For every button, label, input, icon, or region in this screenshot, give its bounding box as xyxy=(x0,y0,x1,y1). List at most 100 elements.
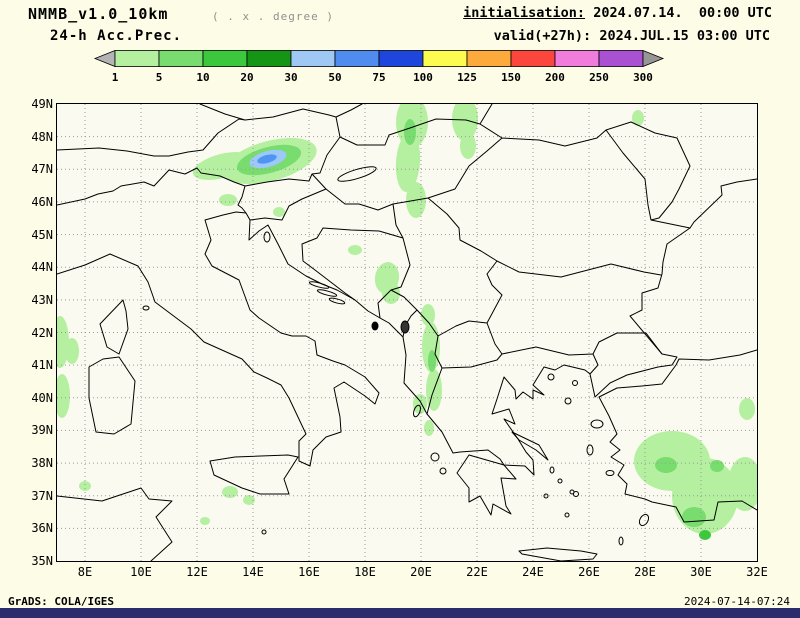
precip-blob xyxy=(57,374,70,418)
colorbar-legend: 1 5 10 20 30 50 75 100 125 150 200 250 300 xyxy=(93,49,673,94)
island-elba xyxy=(142,305,150,311)
coastline-tunisia xyxy=(57,487,173,561)
island-corsica xyxy=(99,299,129,355)
kotor-bay xyxy=(371,321,379,331)
lon-label: 10E xyxy=(130,565,152,579)
colorbar-svg: 1 5 10 20 30 50 75 100 125 150 200 250 300 xyxy=(93,49,665,84)
precip-blob xyxy=(632,110,644,126)
lon-label: 20E xyxy=(410,565,432,579)
lat-label: 35N xyxy=(31,554,53,568)
island-thasos xyxy=(547,373,555,381)
colorbar-tick-label: 100 xyxy=(413,71,433,84)
coastline-turkey xyxy=(598,349,757,523)
precip-blob xyxy=(424,420,434,436)
colorbar-cell xyxy=(598,50,644,67)
precip-blob xyxy=(655,457,677,473)
model-name: NMMB_v1.0_10km xyxy=(28,5,169,23)
country-borders xyxy=(57,104,691,415)
colorbar-tick-label: 200 xyxy=(545,71,565,84)
lat-label: 38N xyxy=(31,456,53,471)
lon-label: 22E xyxy=(466,565,488,579)
lat-label: 40N xyxy=(31,390,53,405)
precip-blob xyxy=(395,132,421,192)
precip-blob xyxy=(728,457,757,511)
precip-blob xyxy=(200,517,210,525)
colorbar-arrow-right xyxy=(642,49,665,68)
lat-label: 49N xyxy=(31,97,53,111)
precip-blob xyxy=(273,207,285,217)
colorbar-cell xyxy=(554,50,600,67)
lon-label: 28E xyxy=(634,565,656,579)
initialisation-value: 2024.07.14. 00:00 UTC xyxy=(585,5,772,21)
lat-label: 43N xyxy=(31,292,53,307)
valid-value: 2024.JUL.15 03:00 UTC xyxy=(591,28,770,44)
island-brac xyxy=(308,281,330,289)
coastlines-and-borders xyxy=(57,104,757,561)
colorbar-tick-label: 30 xyxy=(284,71,297,84)
precip-blob xyxy=(699,530,711,540)
island-hvar xyxy=(316,289,338,297)
lon-label: 12E xyxy=(186,565,208,579)
precip-blob xyxy=(79,481,91,491)
lat-label: 44N xyxy=(31,260,53,275)
colorbar-cell xyxy=(114,50,160,67)
valid-line: valid(+27h): 2024.JUL.15 03:00 UTC xyxy=(494,28,770,44)
lat-label: 39N xyxy=(31,423,53,438)
island-krk xyxy=(263,231,271,243)
map-canvas xyxy=(57,104,757,561)
precip-blob xyxy=(257,154,277,164)
colorbar-tick-label: 250 xyxy=(589,71,609,84)
island-lesbos xyxy=(590,419,604,429)
map-panel xyxy=(56,103,758,562)
initialisation-label: initialisation: xyxy=(463,5,586,21)
lat-label: 46N xyxy=(31,194,53,209)
colorbar-tick-label: 125 xyxy=(457,71,477,84)
island-karpathos xyxy=(618,536,624,546)
precip-blob xyxy=(682,507,706,527)
island-samos xyxy=(605,470,615,476)
colorbar-cell xyxy=(466,50,512,67)
product-name: 24-h Acc.Prec. xyxy=(50,28,183,44)
colorbar-cell xyxy=(158,50,204,67)
lon-label: 18E xyxy=(354,565,376,579)
island-kefalonia xyxy=(430,452,440,462)
lat-label: 37N xyxy=(31,488,53,503)
colorbar-cell xyxy=(290,50,336,67)
colorbar-tick-label: 300 xyxy=(633,71,653,84)
precip-blob xyxy=(65,338,79,364)
coastline-peloponnese xyxy=(456,454,517,516)
precip-blob xyxy=(404,119,416,145)
lat-label: 41N xyxy=(31,358,53,373)
island-naxos xyxy=(573,491,579,497)
colorbar-tick-label: 50 xyxy=(328,71,341,84)
lat-label: 36N xyxy=(31,521,53,536)
colorbar-tick-label: 5 xyxy=(156,71,163,84)
lat-label: 48N xyxy=(31,129,53,144)
precip-blob xyxy=(460,133,476,159)
precip-blob xyxy=(222,486,238,498)
precip-blob xyxy=(243,495,255,505)
lon-label: 32E xyxy=(746,565,768,579)
valid-label: valid(+27h): xyxy=(493,28,592,44)
colorbar-tick-label: 10 xyxy=(196,71,209,84)
lon-label: 14E xyxy=(242,565,264,579)
colorbar-cell xyxy=(510,50,556,67)
island-cyclades-1 xyxy=(557,478,563,484)
colorbar-cell xyxy=(246,50,292,67)
island-crete xyxy=(518,547,598,561)
precip-blob xyxy=(382,282,400,304)
colorbar-cell xyxy=(378,50,424,67)
lon-label: 24E xyxy=(522,565,544,579)
island-sicily xyxy=(209,454,299,495)
initialisation-line: initialisation: 2024.07.14. 00:00 UTC xyxy=(463,5,772,21)
island-rhodes xyxy=(638,513,650,527)
precip-blob xyxy=(348,245,362,255)
lake-balaton xyxy=(337,166,377,182)
island-malta xyxy=(261,529,267,535)
colorbar-arrow-left xyxy=(93,49,116,68)
island-cyclades-3 xyxy=(543,493,549,499)
precip-blob xyxy=(452,104,478,141)
coastline-europe xyxy=(57,178,757,476)
precip-shading xyxy=(57,104,757,540)
